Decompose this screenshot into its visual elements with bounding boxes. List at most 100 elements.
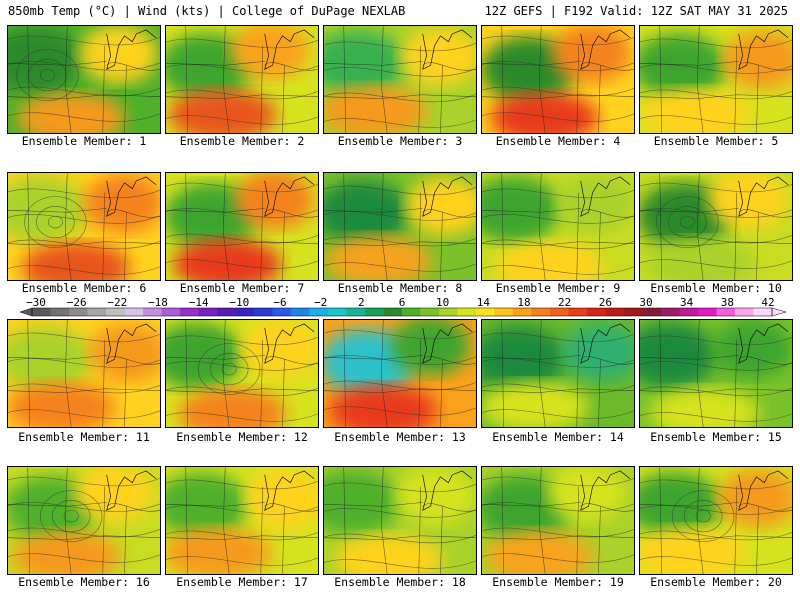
state-border <box>418 45 421 133</box>
low-pressure-contour <box>47 215 63 229</box>
temperature-region <box>641 88 750 133</box>
height-contour <box>166 233 318 244</box>
temperature-region <box>11 531 121 574</box>
state-border <box>166 94 318 99</box>
great-lakes-outline <box>264 470 315 511</box>
ensemble-member-map <box>481 319 635 428</box>
height-contour <box>640 89 792 100</box>
state-border <box>27 320 30 427</box>
colorbar-swatch <box>161 308 181 316</box>
height-contour <box>166 89 318 100</box>
temperature-region <box>79 26 159 84</box>
state-border <box>659 320 662 427</box>
ensemble-member-label: Ensemble Member: 18 <box>334 575 466 589</box>
ensemble-member-map <box>639 319 793 428</box>
state-border <box>738 503 792 512</box>
height-contour <box>324 559 476 569</box>
ensemble-member-map <box>639 25 793 134</box>
state-border <box>538 320 546 427</box>
height-contour <box>640 208 792 218</box>
state-border <box>343 467 346 574</box>
colorbar-extend-arrow <box>20 307 33 317</box>
low-pressure-contour <box>656 196 719 248</box>
colorbar-swatch <box>124 308 144 316</box>
state-border <box>418 339 421 427</box>
height-contour <box>324 262 476 272</box>
state-border <box>260 45 263 133</box>
colorbar-frame <box>31 307 773 317</box>
colorbar-swatch <box>365 308 384 316</box>
temperature-field <box>640 467 792 574</box>
height-contour <box>8 61 160 71</box>
state-border <box>501 320 504 427</box>
state-border <box>598 65 601 133</box>
height-contour <box>324 92 476 103</box>
colorbar-swatch <box>235 308 255 316</box>
ensemble-member-map <box>165 172 319 281</box>
colorbar-swatch <box>87 308 107 316</box>
ensemble-member-map <box>481 172 635 281</box>
height-contour <box>166 530 318 541</box>
temperature-region <box>484 530 594 574</box>
state-border <box>27 26 30 133</box>
ensemble-member-map <box>323 25 477 134</box>
temperature-field <box>640 173 792 280</box>
height-contour <box>8 86 160 97</box>
height-contour <box>8 383 160 394</box>
ensemble-member-label: Ensemble Member: 1 <box>21 134 147 148</box>
height-contour <box>166 64 318 74</box>
height-contour <box>166 505 318 515</box>
height-contour <box>640 479 792 490</box>
height-contour <box>482 86 634 97</box>
ensemble-member-label: Ensemble Member: 20 <box>650 575 782 589</box>
ensemble-member-map <box>165 25 319 134</box>
height-contour <box>482 112 634 122</box>
state-border <box>440 212 443 280</box>
height-contour <box>482 239 634 250</box>
temperature-field <box>640 320 792 427</box>
state-border <box>343 320 346 427</box>
state-border <box>696 26 704 133</box>
state-border <box>380 467 388 574</box>
state-border <box>640 388 792 393</box>
state-border <box>282 506 285 574</box>
colorbar-tick-label: −26 <box>67 296 87 309</box>
ensemble-member-map <box>639 172 793 281</box>
state-border <box>64 320 72 427</box>
height-contour <box>482 502 634 512</box>
colorbar-swatch <box>568 308 588 316</box>
temperature-region <box>396 467 476 525</box>
ensemble-member-label: Ensemble Member: 8 <box>337 281 463 295</box>
state-border <box>640 535 792 540</box>
height-contour <box>8 265 160 275</box>
low-pressure-contour <box>24 196 87 248</box>
height-contour <box>8 239 160 250</box>
colorbar-swatch <box>217 308 236 316</box>
state-border <box>166 535 318 540</box>
colorbar-swatch <box>32 308 51 316</box>
height-contour <box>324 185 476 196</box>
height-contour <box>640 64 792 74</box>
state-border <box>418 486 421 574</box>
low-pressure-contour <box>40 68 55 82</box>
state-border <box>166 61 265 66</box>
height-contour <box>8 214 160 224</box>
colorbar-swatch <box>494 308 514 316</box>
height-contour <box>640 556 792 566</box>
height-contour <box>482 214 634 224</box>
height-contour <box>8 112 160 122</box>
temperature-field <box>8 26 160 133</box>
state-border <box>282 359 285 427</box>
state-border <box>734 339 737 427</box>
state-border <box>659 173 662 280</box>
height-contour <box>482 188 634 199</box>
low-pressure-contour <box>679 215 695 229</box>
state-border <box>482 241 634 246</box>
great-lakes-outline <box>422 29 473 70</box>
colorbar-tick-label: 34 <box>680 296 694 309</box>
height-contour <box>166 259 318 269</box>
colorbar-swatch <box>143 308 162 316</box>
state-border <box>282 65 285 133</box>
height-contour <box>166 361 318 371</box>
colorbar-swatch <box>291 308 310 316</box>
